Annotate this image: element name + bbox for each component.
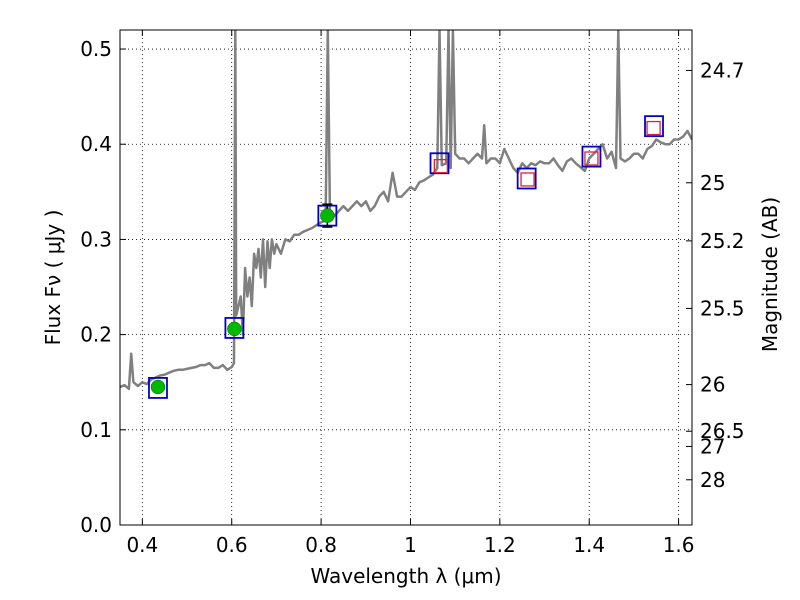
right-tick-label: 26 <box>700 373 725 397</box>
ticks: 0.4 0.6 0.8 1 1.2 1.4 1.6 0.0 0.1 0.2 0.3 0.4 0.5 28 2… <box>80 30 745 557</box>
right-tick-label: 25 <box>700 171 725 195</box>
y-tick-label: 0.3 <box>80 227 112 251</box>
y-tick-label: 0.2 <box>80 323 112 347</box>
x-axis-label: Wavelength λ (μm) <box>310 564 501 588</box>
model-band-box-red <box>520 172 535 187</box>
right-tick-label: 24.7 <box>700 58 745 82</box>
y-tick-label: 0.0 <box>80 513 112 537</box>
model-band-box <box>581 145 602 168</box>
y-tick-label: 0.5 <box>80 37 112 61</box>
right-tick-label: 27 <box>700 434 725 458</box>
y-axis-label: Flux Fν ( μJy ) <box>41 210 65 346</box>
model-band-box-red <box>433 158 449 174</box>
y-tick-label: 0.1 <box>80 418 112 442</box>
x-tick-label: 1 <box>404 533 417 557</box>
model-spectrum-line <box>120 30 692 391</box>
model-band-box-red <box>646 120 661 136</box>
y-tick-label: 0.4 <box>80 132 112 156</box>
plot-data <box>120 30 692 399</box>
x-tick-label: 0.8 <box>305 533 337 557</box>
model-band-box <box>148 377 168 399</box>
right-tick-label: 25.5 <box>700 296 745 320</box>
right-axis-label: Magnitude (AB) <box>758 197 782 352</box>
x-tick-label: 1.4 <box>573 533 605 557</box>
x-tick-label: 1.6 <box>663 533 695 557</box>
model-band-box <box>644 115 664 138</box>
photometry-point <box>150 379 166 395</box>
model-band-box-red <box>584 151 599 166</box>
model-band-box <box>224 317 245 339</box>
right-tick-label: 28 <box>700 468 725 492</box>
x-tick-label: 0.6 <box>216 533 248 557</box>
grid <box>120 30 692 526</box>
photometry-point <box>320 208 335 223</box>
plot-frame <box>119 29 693 526</box>
model-band-box <box>516 167 537 190</box>
right-tick-label: 25.2 <box>700 229 745 253</box>
photometry-point <box>227 321 242 337</box>
right-tick-label: 26.5 <box>700 419 745 443</box>
x-tick-label: 1.2 <box>484 533 516 557</box>
x-tick-label: 0.4 <box>126 533 158 557</box>
